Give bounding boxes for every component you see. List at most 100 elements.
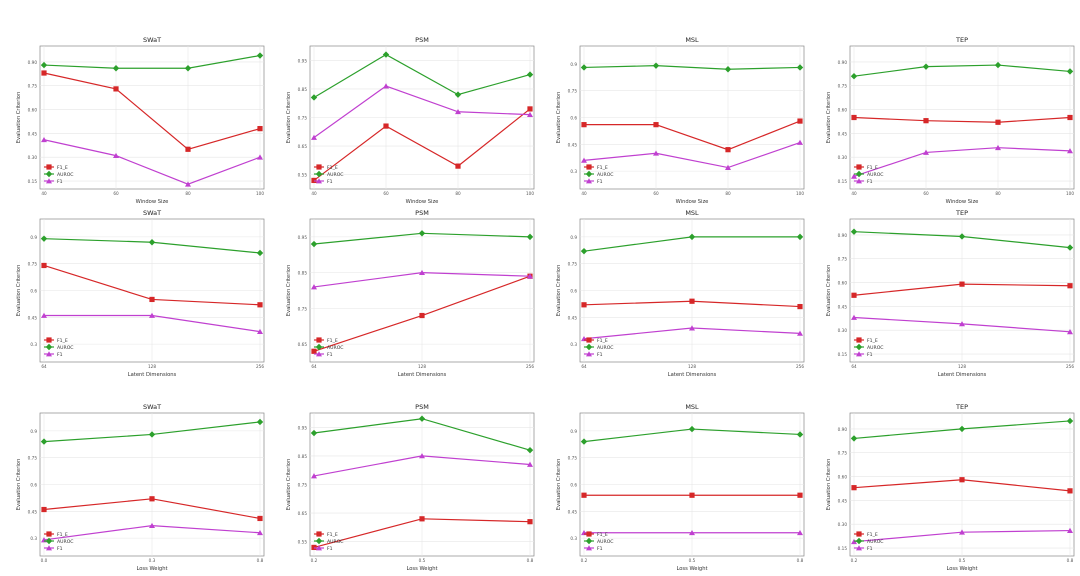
series-f1-e bbox=[851, 114, 1073, 125]
x-tick-label: 256 bbox=[796, 364, 804, 369]
legend-marker bbox=[856, 545, 862, 551]
legend-marker bbox=[316, 337, 322, 343]
data-point bbox=[581, 122, 587, 128]
data-point bbox=[851, 173, 857, 179]
data-point bbox=[851, 292, 857, 298]
chart-title: MSL bbox=[685, 403, 699, 411]
x-tick-label: 40 bbox=[311, 191, 317, 196]
line-chart: TEP 0.15 0.30 0.45 0.60 0.75 0.90 64 128 256 Laten… bbox=[826, 209, 1075, 378]
series-f1 bbox=[41, 312, 263, 335]
data-point bbox=[725, 147, 731, 153]
data-point bbox=[1067, 148, 1073, 154]
data-point bbox=[922, 63, 930, 70]
y-tick-label: 0.60 bbox=[838, 281, 848, 286]
series-line bbox=[43, 139, 261, 185]
y-tick-label: 0.75 bbox=[298, 306, 308, 311]
legend-label: F1_E bbox=[867, 338, 878, 344]
x-tick-label: 0.8 bbox=[527, 558, 534, 563]
data-point bbox=[689, 325, 695, 331]
legend-marker bbox=[46, 351, 52, 357]
y-tick-label: 0.85 bbox=[298, 87, 308, 92]
legend-label: AUROC bbox=[327, 539, 344, 545]
y-tick-label: 0.90 bbox=[28, 60, 38, 65]
data-point bbox=[1066, 417, 1074, 425]
y-axis-label: Evaluation Criterion bbox=[16, 92, 22, 143]
chart-title: SWaT bbox=[143, 403, 161, 411]
legend-marker bbox=[315, 170, 323, 178]
chart-panel-8: TEP 0.15 0.30 0.45 0.60 0.75 0.90 64 128 256 Laten… bbox=[820, 208, 1080, 378]
data-point bbox=[526, 446, 534, 454]
data-point bbox=[184, 65, 192, 72]
legend-marker bbox=[856, 351, 862, 357]
data-point bbox=[527, 273, 533, 279]
legend-label: F1 bbox=[57, 179, 63, 185]
x-tick-label: 100 bbox=[526, 191, 534, 196]
series-auroc bbox=[310, 415, 534, 454]
x-tick-label: 256 bbox=[1066, 364, 1074, 369]
data-point bbox=[310, 240, 318, 248]
series-auroc bbox=[580, 425, 804, 445]
data-point bbox=[850, 72, 858, 80]
y-axis-label: Evaluation Criterion bbox=[16, 265, 22, 316]
data-point bbox=[923, 118, 929, 124]
y-axis-label: Evaluation Criterion bbox=[16, 459, 22, 510]
series-f1 bbox=[311, 83, 533, 140]
x-tick-label: 128 bbox=[148, 364, 156, 369]
y-tick-label: 0.30 bbox=[838, 522, 848, 527]
y-tick-label: 0.55 bbox=[298, 540, 308, 545]
y-axis-label: Evaluation Criterion bbox=[286, 265, 292, 316]
legend-marker bbox=[46, 531, 52, 537]
chart-panel-5: SWaT 0.3 0.45 0.6 0.75 0.9 64 128 256 Latent Dime… bbox=[10, 208, 272, 378]
data-point bbox=[1067, 527, 1073, 533]
line-chart: MSL 0.3 0.45 0.6 0.75 0.9 40 60 80 100 Window Size… bbox=[556, 36, 805, 205]
legend-marker bbox=[46, 545, 52, 551]
x-tick-label: 0.2 bbox=[581, 558, 588, 563]
x-tick-label: 64 bbox=[581, 364, 587, 369]
x-tick-label: 0.2 bbox=[851, 558, 858, 563]
y-tick-label: 0.75 bbox=[298, 116, 308, 121]
x-axis-label: Latent Dimensions bbox=[128, 372, 177, 378]
data-point bbox=[581, 157, 587, 163]
x-tick-label: 0.8 bbox=[797, 558, 804, 563]
line-chart: PSM 0.65 0.75 0.85 0.95 64 128 256 Latent Dimens… bbox=[286, 209, 535, 378]
data-point bbox=[959, 321, 965, 327]
line-chart: PSM 0.55 0.65 0.75 0.85 0.95 0.2 0.5 0.8 Loss Wei… bbox=[286, 403, 535, 572]
y-axis-label: Evaluation Criterion bbox=[826, 459, 832, 510]
legend-label: F1 bbox=[327, 546, 333, 552]
data-point bbox=[256, 249, 264, 257]
y-tick-label: 0.75 bbox=[838, 451, 848, 456]
series-f1 bbox=[41, 136, 263, 187]
legend-marker bbox=[46, 337, 52, 343]
y-tick-label: 0.60 bbox=[28, 108, 38, 113]
data-point bbox=[113, 86, 119, 92]
series-line bbox=[313, 108, 531, 181]
legend-marker bbox=[45, 343, 53, 351]
series-auroc bbox=[850, 417, 1074, 442]
legend-label: AUROC bbox=[867, 172, 884, 178]
chart-panel-4: TEP 0.15 0.30 0.45 0.60 0.75 0.90 40 60 80 100 Wind… bbox=[820, 35, 1080, 205]
series-auroc bbox=[580, 62, 804, 73]
data-point bbox=[995, 144, 1001, 151]
legend-label: F1_E bbox=[867, 165, 878, 171]
y-tick-label: 0.6 bbox=[30, 483, 37, 488]
x-axis-label: Latent Dimensions bbox=[938, 372, 987, 378]
y-tick-label: 0.3 bbox=[30, 536, 37, 541]
chart-panel-9: SWaT 0.3 0.45 0.6 0.75 0.9 0.0 0.3 0.8 Loss Weigh… bbox=[10, 402, 272, 572]
chart-title: PSM bbox=[415, 36, 429, 44]
chart-panel-12: TEP 0.15 0.30 0.45 0.60 0.75 0.90 0.2 0.5 0.8 Loss… bbox=[820, 402, 1080, 572]
series-auroc bbox=[40, 235, 264, 257]
legend-marker bbox=[315, 537, 323, 545]
data-point bbox=[149, 522, 155, 529]
series-auroc bbox=[850, 61, 1074, 80]
series-f1-e bbox=[851, 477, 1073, 494]
y-axis-label: Evaluation Criterion bbox=[826, 92, 832, 143]
legend-label: F1 bbox=[867, 546, 873, 552]
data-point bbox=[382, 51, 390, 58]
x-tick-label: 0.5 bbox=[959, 558, 966, 563]
data-point bbox=[994, 61, 1002, 69]
legend-marker bbox=[855, 537, 863, 545]
data-point bbox=[41, 262, 47, 269]
data-point bbox=[113, 152, 119, 159]
x-tick-label: 60 bbox=[923, 191, 929, 196]
